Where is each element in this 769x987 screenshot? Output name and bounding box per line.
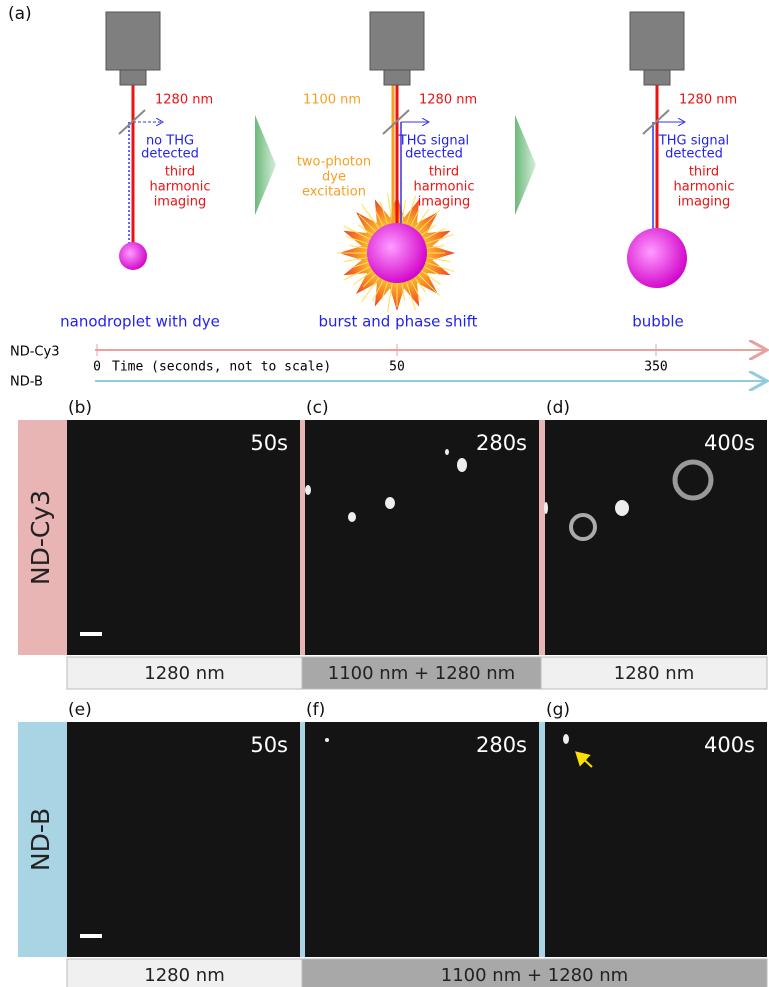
wavelength: 1280 nm <box>679 93 737 108</box>
panel-label: (d) <box>546 398 570 418</box>
panel-label: (g) <box>546 700 570 720</box>
detection: detected <box>405 147 463 162</box>
panel-label: (b) <box>68 398 92 418</box>
timeline-tick-label: 350 <box>644 360 667 375</box>
signal-spot <box>563 734 569 744</box>
signal-spot <box>445 449 449 455</box>
stage-arrow <box>515 115 536 215</box>
pump-wavelength: 1100 nm <box>303 93 361 108</box>
time-stamp: 400s <box>704 733 755 757</box>
panel-label: (e) <box>68 700 92 720</box>
illumination: 1280 nm <box>144 663 224 684</box>
panel-label: (a) <box>8 4 32 24</box>
signal-spot <box>544 502 548 514</box>
time-stamp: 50s <box>250 733 288 757</box>
wavelength: 1280 nm <box>419 93 477 108</box>
method: third <box>165 165 195 180</box>
pump-effect: two-photon <box>297 155 371 170</box>
detection: detected <box>665 147 723 162</box>
time-stamp: 280s <box>476 733 527 757</box>
camera <box>630 12 684 70</box>
micrograph <box>305 420 539 655</box>
signal-spot <box>348 512 356 522</box>
camera-lens <box>120 70 146 85</box>
scale-bar <box>80 934 102 938</box>
time-stamp: 400s <box>704 431 755 455</box>
signal-spot <box>385 497 395 509</box>
method: harmonic <box>150 180 211 195</box>
detection: detected <box>141 147 199 162</box>
pump-effect: excitation <box>302 185 366 200</box>
timeline-tick-label: 50 <box>389 360 405 375</box>
wavelength: 1280 nm <box>155 93 213 108</box>
row-label: ND-B <box>26 808 55 871</box>
signal-spot <box>305 485 311 495</box>
micrograph <box>67 722 300 957</box>
pump-effect: dye <box>322 170 346 185</box>
stage-caption: bubble <box>632 313 683 331</box>
image-panels: ND-Cy3 (b) 50s (c) 280s (d) 400s 1280 nm 1100 nm… <box>18 398 767 987</box>
camera <box>370 12 424 70</box>
method: imaging <box>678 195 731 210</box>
signal-spot <box>325 738 329 742</box>
panel-label: (c) <box>306 398 329 418</box>
micrograph <box>545 722 767 957</box>
signal-spot <box>457 458 467 472</box>
stage-caption: burst and phase shift <box>318 313 477 331</box>
panel-label: (f) <box>306 700 325 720</box>
row-label: ND-Cy3 <box>26 490 55 585</box>
figure: (a) ND-Cy3 ND-B Time (seconds, not to sc… <box>0 0 769 987</box>
timeline-row: ND-B <box>10 375 43 390</box>
illumination: 1100 nm + 1280 nm <box>328 663 515 684</box>
time-stamp: 280s <box>476 431 527 455</box>
illumination: 1280 nm <box>614 663 694 684</box>
illumination: 1280 nm <box>144 965 224 986</box>
stage-arrow <box>255 115 276 215</box>
method: imaging <box>154 195 207 210</box>
micrograph <box>67 420 300 655</box>
camera-lens <box>644 70 670 85</box>
camera-lens <box>384 70 410 85</box>
method: harmonic <box>674 180 735 195</box>
method: harmonic <box>414 180 475 195</box>
method: third <box>429 165 459 180</box>
camera <box>106 12 160 70</box>
illumination: 1100 nm + 1280 nm <box>441 965 628 986</box>
micrograph <box>305 722 539 957</box>
stage-caption: nanodroplet with dye <box>60 313 220 331</box>
method: third <box>689 165 719 180</box>
method: imaging <box>418 195 471 210</box>
timeline-row: ND-Cy3 <box>10 345 59 360</box>
timeline-tick-label: 0 <box>93 360 101 375</box>
timeline-axis-label: Time (seconds, not to scale) <box>112 360 331 375</box>
scale-bar <box>80 632 102 636</box>
time-stamp: 50s <box>250 431 288 455</box>
signal-spot <box>615 500 629 516</box>
